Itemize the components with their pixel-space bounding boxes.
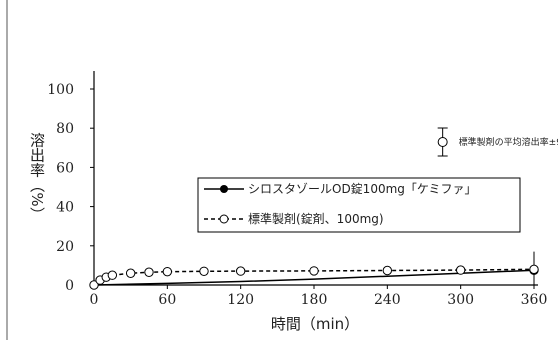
y-axis-title: 溶出率（%） <box>28 132 46 221</box>
data-point <box>199 266 209 276</box>
x-tick-label: 300 <box>447 292 474 308</box>
y-tick-label: 0 <box>65 278 74 294</box>
data-point <box>162 266 173 277</box>
y-tick-label: 20 <box>56 239 74 255</box>
data-point <box>144 267 154 277</box>
data-point <box>309 266 319 276</box>
y-tick-label: 80 <box>56 121 74 137</box>
annotation-marker <box>437 137 448 147</box>
x-tick-label: 360 <box>521 292 548 308</box>
legend-marker-ref <box>219 214 229 224</box>
data-point <box>382 265 393 276</box>
data-point <box>89 280 99 290</box>
x-tick-label: 60 <box>158 292 176 308</box>
legend-label-od: シロスタゾールOD錠100mg「ケミファ」 <box>248 181 477 196</box>
axes <box>93 71 538 286</box>
data-point <box>125 268 136 278</box>
series-points <box>89 264 539 290</box>
legend-marker-od <box>220 185 228 193</box>
reference-annotation: 標準製剤の平均溶出率±9% <box>437 127 558 157</box>
data-point <box>107 270 118 280</box>
x-axis-title: 時間（min） <box>271 315 359 333</box>
y-tick-label: 40 <box>56 200 74 216</box>
x-tick-labels: 0 60 120 180 240 300 360 <box>90 285 548 308</box>
x-tick-label: 240 <box>374 292 401 308</box>
data-point <box>235 266 246 276</box>
x-tick-label: 0 <box>90 292 99 308</box>
x-tick-label: 120 <box>227 292 254 308</box>
annotation-text: 標準製剤の平均溶出率±9% <box>459 136 558 148</box>
data-point <box>455 265 466 275</box>
legend-label-ref: 標準製剤(錠剤、100mg) <box>248 211 384 226</box>
y-tick-labels: 0 20 40 60 80 100 <box>47 82 94 294</box>
x-tick-label: 180 <box>301 292 328 308</box>
legend: シロスタゾールOD錠100mg「ケミファ」 標準製剤(錠剤、100mg) <box>197 177 521 233</box>
data-point <box>529 264 539 275</box>
y-tick-label: 60 <box>56 160 74 176</box>
y-tick-label: 100 <box>47 82 74 98</box>
legend-box <box>197 177 521 233</box>
